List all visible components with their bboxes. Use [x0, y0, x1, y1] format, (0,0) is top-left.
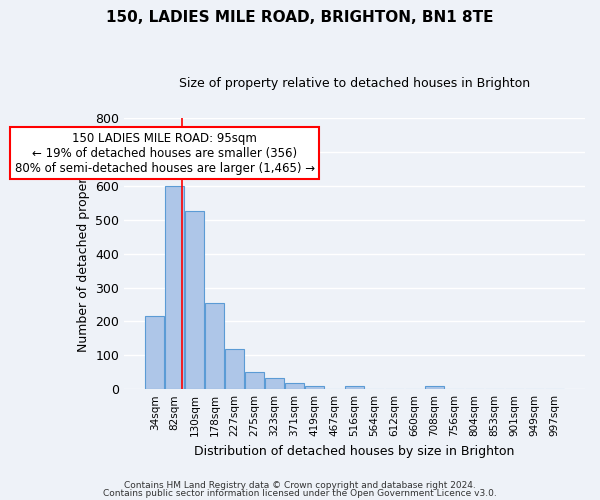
Bar — [425, 386, 444, 389]
Bar — [185, 212, 204, 389]
Bar — [225, 349, 244, 389]
Y-axis label: Number of detached properties: Number of detached properties — [77, 155, 90, 352]
Bar — [345, 386, 364, 389]
Bar — [205, 304, 224, 389]
Bar — [265, 378, 284, 389]
Text: 150, LADIES MILE ROAD, BRIGHTON, BN1 8TE: 150, LADIES MILE ROAD, BRIGHTON, BN1 8TE — [106, 10, 494, 25]
Text: Contains public sector information licensed under the Open Government Licence v3: Contains public sector information licen… — [103, 488, 497, 498]
Bar — [145, 316, 164, 389]
Bar — [165, 186, 184, 389]
X-axis label: Distribution of detached houses by size in Brighton: Distribution of detached houses by size … — [194, 444, 515, 458]
Bar — [245, 372, 264, 389]
Text: Contains HM Land Registry data © Crown copyright and database right 2024.: Contains HM Land Registry data © Crown c… — [124, 481, 476, 490]
Bar — [305, 386, 324, 389]
Text: 150 LADIES MILE ROAD: 95sqm
← 19% of detached houses are smaller (356)
80% of se: 150 LADIES MILE ROAD: 95sqm ← 19% of det… — [14, 132, 315, 174]
Title: Size of property relative to detached houses in Brighton: Size of property relative to detached ho… — [179, 78, 530, 90]
Bar — [285, 383, 304, 389]
